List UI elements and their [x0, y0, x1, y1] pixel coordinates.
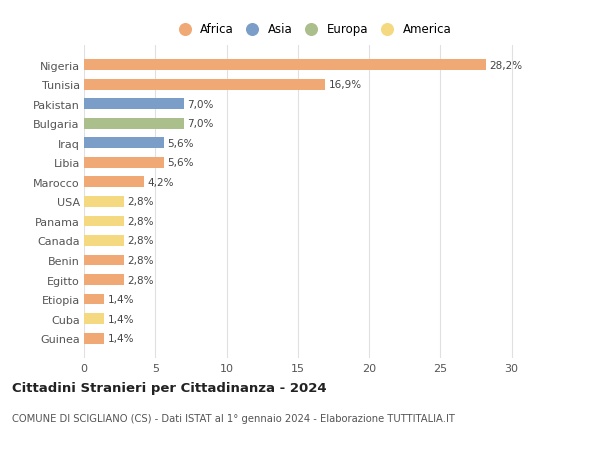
Bar [84, 79, 325, 90]
Text: 5,6%: 5,6% [167, 158, 194, 168]
Text: 2,8%: 2,8% [127, 217, 154, 226]
Text: Cittadini Stranieri per Cittadinanza - 2024: Cittadini Stranieri per Cittadinanza - 2… [12, 381, 326, 394]
Text: 16,9%: 16,9% [328, 80, 362, 90]
Bar [84, 294, 104, 305]
Text: 2,8%: 2,8% [127, 197, 154, 207]
Text: 4,2%: 4,2% [148, 178, 174, 187]
Bar [84, 255, 124, 266]
Text: 2,8%: 2,8% [127, 256, 154, 265]
Bar [84, 99, 184, 110]
Text: 1,4%: 1,4% [107, 334, 134, 343]
Legend: Africa, Asia, Europa, America: Africa, Asia, Europa, America [170, 21, 454, 38]
Bar [84, 216, 124, 227]
Text: 5,6%: 5,6% [167, 139, 194, 148]
Bar [84, 118, 184, 129]
Text: 2,8%: 2,8% [127, 275, 154, 285]
Bar [84, 138, 164, 149]
Text: 28,2%: 28,2% [490, 61, 523, 70]
Bar [84, 313, 104, 325]
Bar [84, 177, 144, 188]
Text: 1,4%: 1,4% [107, 314, 134, 324]
Text: 1,4%: 1,4% [107, 295, 134, 304]
Bar [84, 157, 164, 168]
Bar [84, 196, 124, 207]
Text: 2,8%: 2,8% [127, 236, 154, 246]
Text: 7,0%: 7,0% [187, 100, 214, 109]
Text: 7,0%: 7,0% [187, 119, 214, 129]
Text: COMUNE DI SCIGLIANO (CS) - Dati ISTAT al 1° gennaio 2024 - Elaborazione TUTTITAL: COMUNE DI SCIGLIANO (CS) - Dati ISTAT al… [12, 413, 455, 423]
Bar [84, 274, 124, 285]
Bar [84, 60, 486, 71]
Bar [84, 333, 104, 344]
Bar [84, 235, 124, 246]
